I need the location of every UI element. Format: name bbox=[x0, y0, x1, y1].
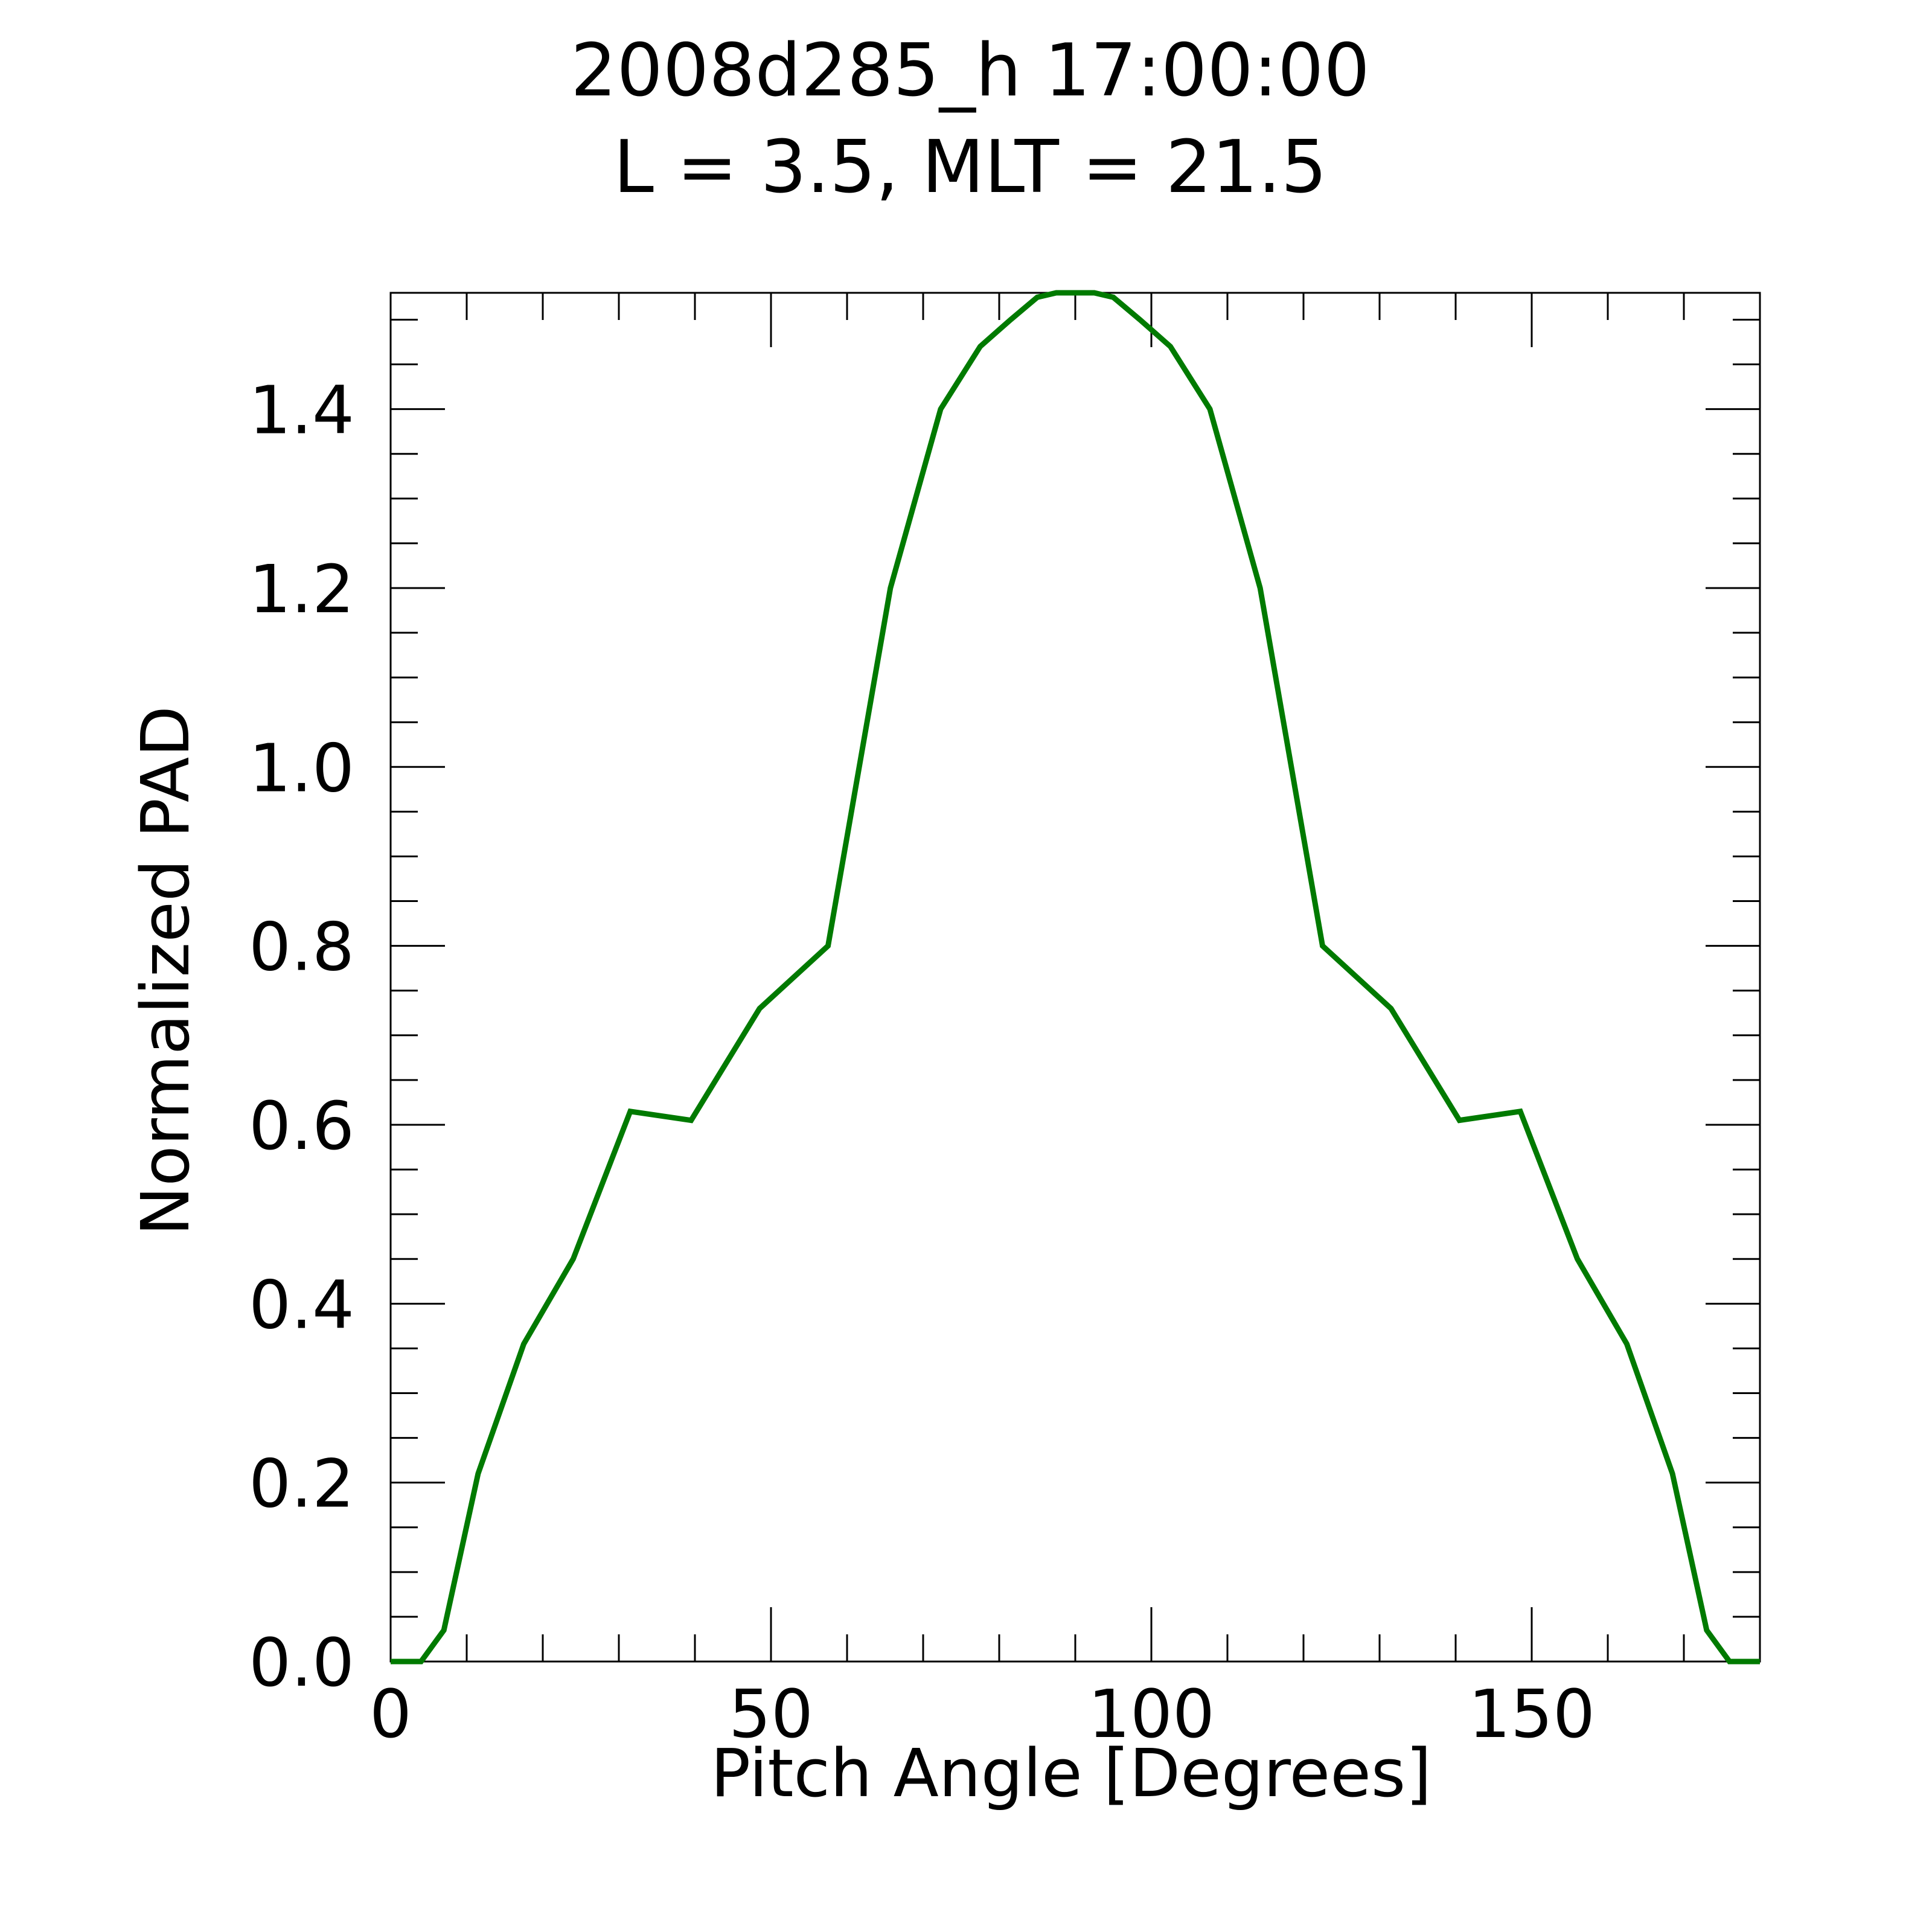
y-tick-label: 1.2 bbox=[249, 551, 354, 628]
y-tick-label: 0.2 bbox=[249, 1445, 354, 1523]
x-tick-label: 100 bbox=[1088, 1675, 1215, 1753]
chart-title: 2008d285_h 17:00:00 bbox=[571, 29, 1370, 113]
plot-area: 0 50 100 150 0.0 0.2 0.4 0.6 0.8 1.0 1.2 1.4 bbox=[249, 290, 1761, 1753]
x-tick-label: 0 bbox=[369, 1675, 412, 1753]
y-tick-label: 1.4 bbox=[249, 372, 354, 449]
series-line bbox=[391, 290, 1760, 1665]
y-axis-label: Normalized PAD bbox=[127, 706, 204, 1236]
x-tick-label: 50 bbox=[729, 1675, 813, 1753]
y-tick-label: 0.0 bbox=[249, 1624, 354, 1701]
chart-subtitle: L = 3.5, MLT = 21.5 bbox=[613, 126, 1327, 210]
y-tick-label: 0.4 bbox=[249, 1266, 354, 1343]
x-axis-label: Pitch Angle [Degrees] bbox=[711, 1735, 1431, 1812]
y-tick-label: 0.8 bbox=[249, 909, 354, 986]
x-tick-label: 150 bbox=[1468, 1675, 1595, 1753]
plot-frame bbox=[389, 292, 1761, 1663]
y-tick-label: 0.6 bbox=[249, 1087, 354, 1165]
y-tick-label: 1.0 bbox=[249, 729, 354, 807]
